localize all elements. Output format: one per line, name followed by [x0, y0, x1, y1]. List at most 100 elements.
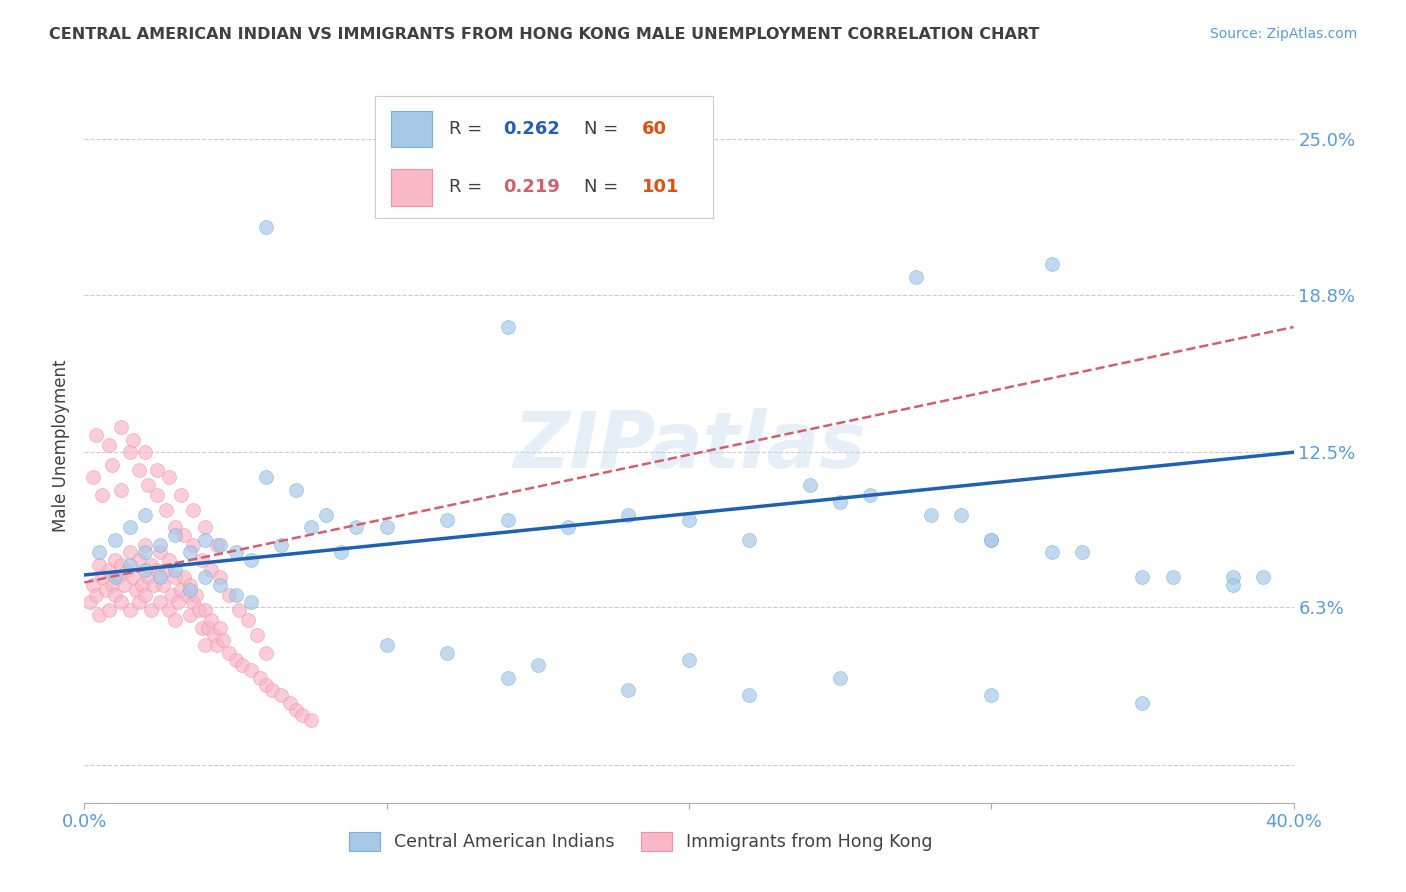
Point — [121, 433, 143, 447]
Point — [179, 578, 201, 592]
Point — [200, 563, 222, 577]
Point — [678, 513, 700, 527]
Point — [131, 578, 153, 592]
Point — [118, 545, 141, 559]
Point — [100, 578, 122, 592]
Point — [139, 558, 162, 572]
Point — [207, 538, 229, 552]
Point — [110, 558, 132, 572]
Point — [97, 603, 120, 617]
Point — [1251, 570, 1274, 584]
Point — [436, 646, 458, 660]
Point — [104, 570, 127, 584]
Point — [173, 528, 195, 542]
Point — [1130, 696, 1153, 710]
Point — [254, 646, 277, 660]
Point — [830, 495, 852, 509]
Point — [218, 646, 240, 660]
Point — [157, 470, 180, 484]
Point — [118, 445, 141, 459]
Point — [179, 607, 201, 622]
Point — [299, 520, 322, 534]
Point — [299, 713, 322, 727]
Point — [1222, 578, 1244, 592]
Point — [134, 563, 156, 577]
Point — [346, 520, 368, 534]
Point — [239, 595, 262, 609]
Point — [134, 538, 156, 552]
Point — [1130, 570, 1153, 584]
Point — [617, 508, 640, 522]
Point — [436, 513, 458, 527]
Point — [170, 582, 193, 597]
Point — [163, 563, 186, 577]
Point — [118, 520, 141, 534]
Point — [738, 688, 761, 702]
Point — [136, 478, 159, 492]
Point — [617, 683, 640, 698]
Point — [155, 563, 177, 577]
Point — [86, 427, 108, 442]
Text: ZIPatlas: ZIPatlas — [513, 408, 865, 484]
Point — [146, 463, 169, 477]
Point — [107, 570, 129, 584]
Point — [496, 671, 519, 685]
Point — [125, 582, 148, 597]
Point — [104, 553, 127, 567]
Point — [254, 470, 277, 484]
Point — [118, 558, 141, 572]
Point — [904, 270, 927, 285]
Point — [236, 613, 259, 627]
Point — [202, 628, 225, 642]
Point — [128, 463, 150, 477]
Point — [149, 538, 172, 552]
Point — [278, 696, 301, 710]
Point — [1161, 570, 1184, 584]
Point — [209, 570, 232, 584]
Point — [1040, 257, 1063, 271]
Point — [163, 613, 186, 627]
Point — [830, 671, 852, 685]
Point — [496, 513, 519, 527]
Point — [231, 658, 253, 673]
Point — [315, 508, 337, 522]
Point — [194, 570, 217, 584]
Point — [121, 570, 143, 584]
Text: Source: ZipAtlas.com: Source: ZipAtlas.com — [1209, 27, 1357, 41]
Point — [920, 508, 942, 522]
Point — [526, 658, 548, 673]
Point — [82, 470, 104, 484]
Point — [225, 588, 247, 602]
Point — [186, 588, 208, 602]
Point — [110, 595, 132, 609]
Point — [330, 545, 353, 559]
Point — [97, 563, 120, 577]
Point — [89, 607, 111, 622]
Point — [980, 688, 1002, 702]
Point — [678, 653, 700, 667]
Text: CENTRAL AMERICAN INDIAN VS IMMIGRANTS FROM HONG KONG MALE UNEMPLOYMENT CORRELATI: CENTRAL AMERICAN INDIAN VS IMMIGRANTS FR… — [49, 27, 1039, 42]
Point — [163, 520, 186, 534]
Point — [188, 603, 211, 617]
Point — [173, 570, 195, 584]
Point — [738, 533, 761, 547]
Point — [179, 545, 201, 559]
Point — [86, 588, 108, 602]
Point — [104, 588, 127, 602]
Point — [100, 458, 122, 472]
Point — [980, 533, 1002, 547]
Point — [118, 603, 141, 617]
Point — [139, 603, 162, 617]
Point — [157, 553, 180, 567]
Point — [209, 621, 232, 635]
Point — [142, 578, 165, 592]
Point — [146, 488, 169, 502]
Point — [155, 503, 177, 517]
Point — [194, 603, 217, 617]
Point — [218, 588, 240, 602]
Point — [209, 538, 232, 552]
Point — [112, 578, 135, 592]
Point — [94, 582, 117, 597]
Point — [110, 420, 132, 434]
Point — [152, 578, 174, 592]
